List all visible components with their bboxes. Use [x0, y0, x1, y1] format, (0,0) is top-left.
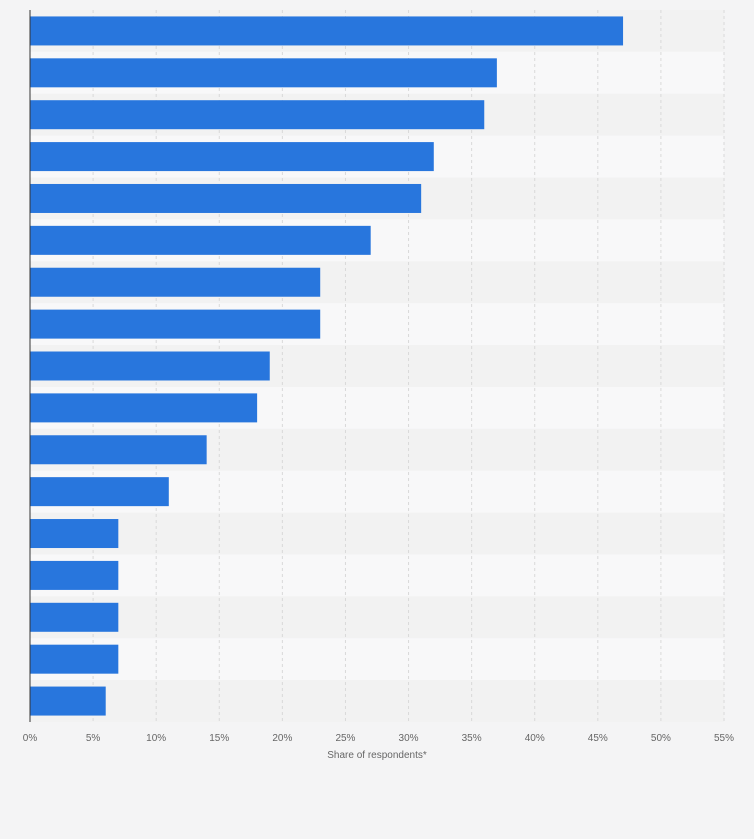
bar[interactable] [30, 267, 321, 297]
row-band [30, 596, 724, 639]
x-tick-label: 15% [209, 733, 229, 744]
bar[interactable] [30, 477, 169, 507]
x-tick-label: 45% [588, 733, 608, 744]
row-band [30, 638, 724, 681]
x-tick-label: 25% [335, 733, 355, 744]
bar[interactable] [30, 435, 207, 465]
bar[interactable] [30, 58, 497, 88]
bar[interactable] [30, 183, 422, 213]
bar[interactable] [30, 100, 485, 130]
x-tick-label: 35% [462, 733, 482, 744]
bar[interactable] [30, 602, 119, 632]
row-band [30, 512, 724, 555]
row-band [30, 680, 724, 722]
bar[interactable] [30, 225, 371, 255]
bar[interactable] [30, 393, 258, 423]
x-tick-label: 20% [272, 733, 292, 744]
x-tick-label: 50% [651, 733, 671, 744]
x-tick-label: 55% [714, 733, 734, 744]
x-axis-title: Share of respondents* [327, 750, 427, 761]
bar[interactable] [30, 309, 321, 339]
bar[interactable] [30, 560, 119, 590]
bar[interactable] [30, 351, 270, 381]
bars [30, 16, 624, 716]
bar[interactable] [30, 142, 434, 172]
x-tick-label: 5% [86, 733, 101, 744]
bar[interactable] [30, 16, 624, 46]
x-tick-label: 40% [525, 733, 545, 744]
bar[interactable] [30, 686, 106, 716]
bar[interactable] [30, 644, 119, 674]
bar[interactable] [30, 519, 119, 549]
x-tick-label: 10% [146, 733, 166, 744]
x-tick-label: 30% [399, 733, 419, 744]
x-tick-label: 0% [23, 733, 38, 744]
row-band [30, 554, 724, 597]
x-axis-ticks: 0% 5% 10% 15% 20% 25% 30% 35% 40% 45% 50% 55% [23, 733, 734, 744]
